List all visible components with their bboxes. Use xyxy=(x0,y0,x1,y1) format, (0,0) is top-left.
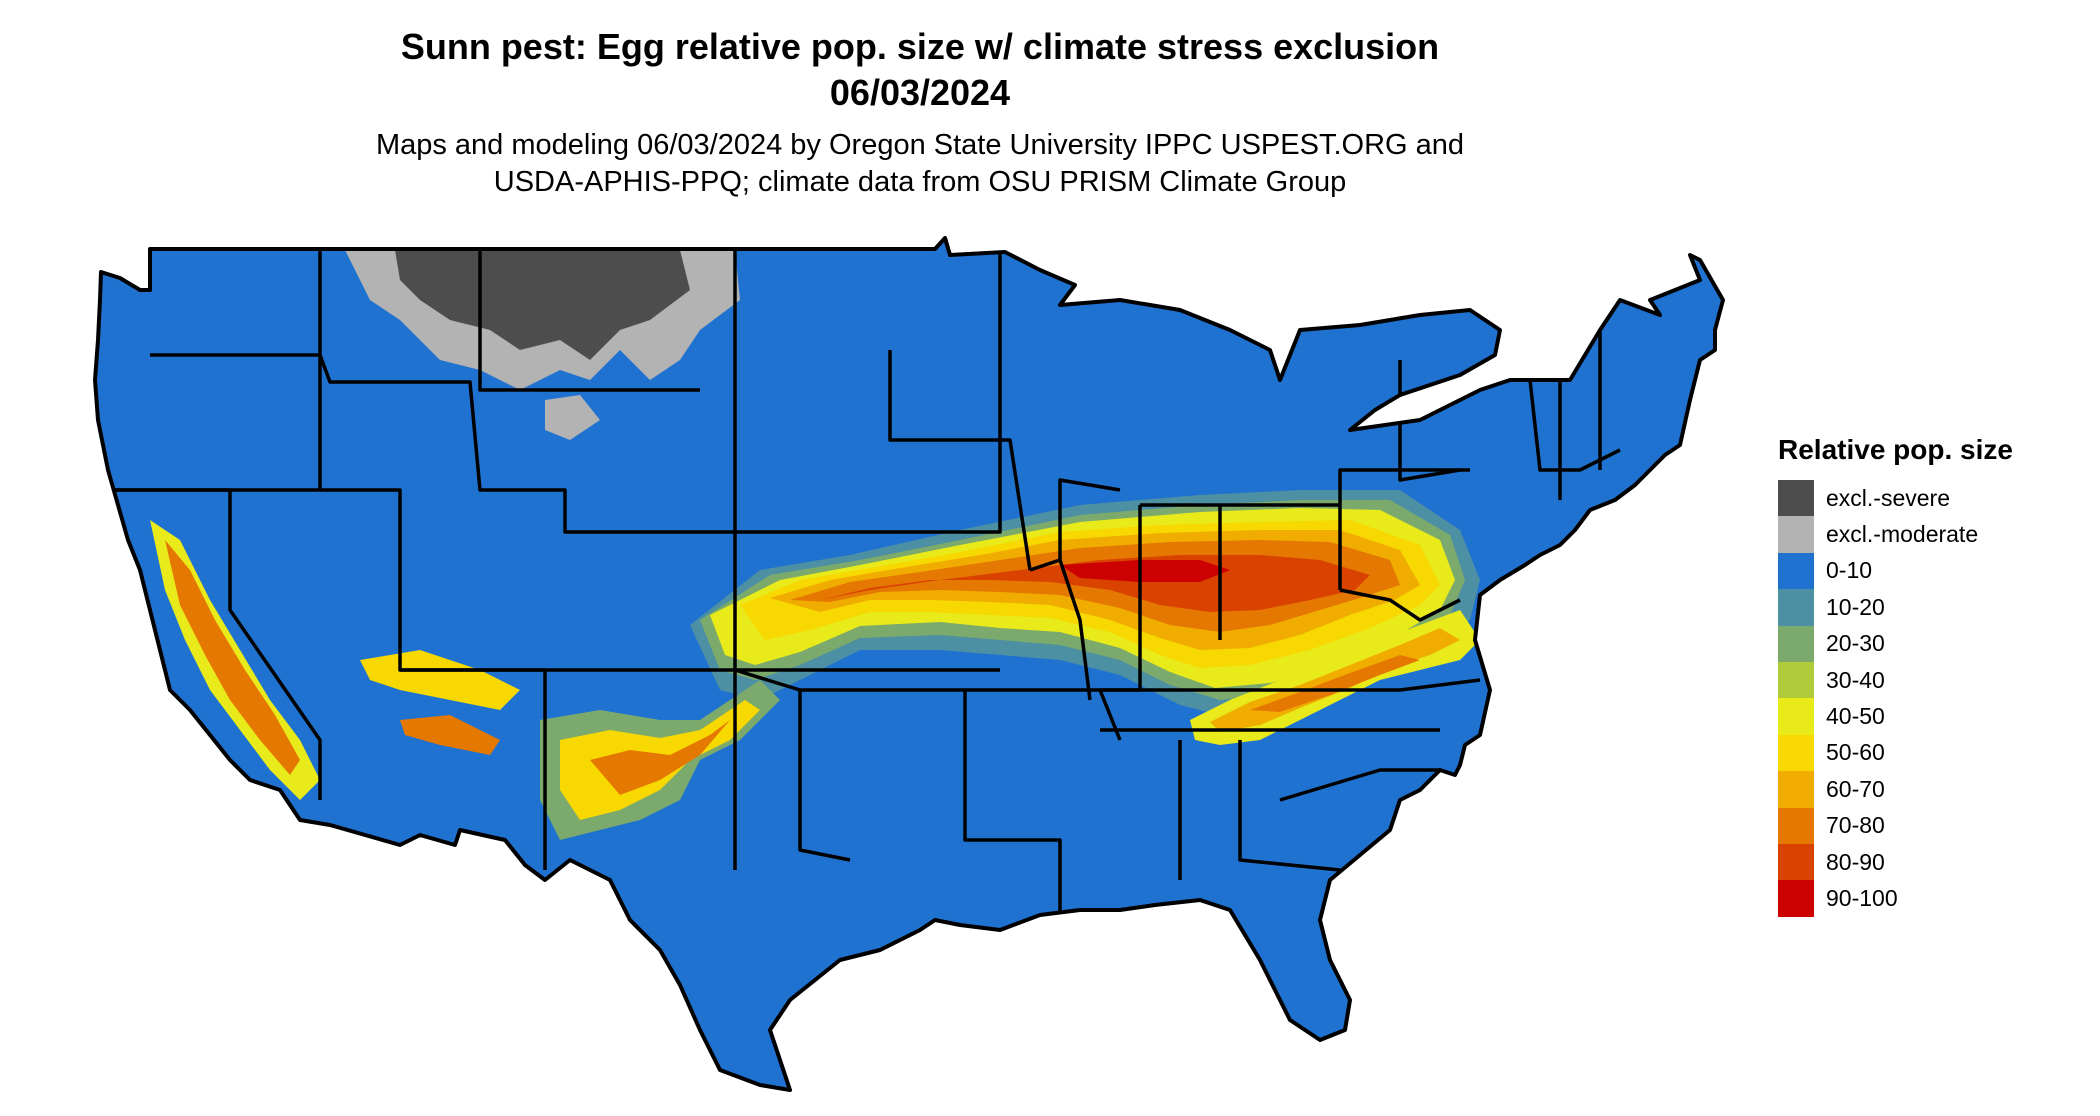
legend-swatch xyxy=(1778,698,1814,735)
map-credit-line1: Maps and modeling 06/03/2024 by Oregon S… xyxy=(375,129,1465,161)
legend-item: 60-70 xyxy=(1778,771,2013,808)
legend-label: 30-40 xyxy=(1826,666,1885,693)
legend-swatch xyxy=(1778,843,1814,881)
legend-swatch xyxy=(1778,880,1814,917)
legend-label: 0-10 xyxy=(1826,557,1873,584)
legend-swatch xyxy=(1778,516,1814,553)
legend-item: 80-90 xyxy=(1778,843,2013,881)
legend-label: 80-90 xyxy=(1826,848,1885,875)
legend-swatch xyxy=(1778,480,1814,517)
legend-item: 40-50 xyxy=(1778,698,2013,735)
legend-item: 0-10 xyxy=(1778,552,2013,590)
legend-item: 20-30 xyxy=(1778,625,2013,662)
legend-label: excl.-moderate xyxy=(1826,521,1979,548)
legend-swatch xyxy=(1778,661,1814,699)
legend-swatch xyxy=(1778,771,1814,808)
legend-swatch xyxy=(1778,589,1814,626)
legend-item: 70-80 xyxy=(1778,807,2013,844)
legend-swatch xyxy=(1778,625,1814,662)
legend-swatch xyxy=(1778,552,1814,590)
legend-swatch xyxy=(1778,734,1814,772)
legend-item: 30-40 xyxy=(1778,661,2013,699)
legend-label: 90-100 xyxy=(1826,884,1898,911)
legend-label: 70-80 xyxy=(1826,812,1885,839)
map-credit-line2: USDA-APHIS-PPQ; climate data from OSU PR… xyxy=(493,166,1347,198)
legend-label: 50-60 xyxy=(1826,739,1885,766)
legend-label: 40-50 xyxy=(1826,703,1885,730)
legend-label: 10-20 xyxy=(1826,593,1885,620)
legend-label: 20-30 xyxy=(1826,630,1885,657)
legend-item: 50-60 xyxy=(1778,734,2013,772)
legend-item: excl.-moderate xyxy=(1778,516,2013,553)
legend-swatch xyxy=(1778,807,1814,844)
map-date: 06/03/2024 xyxy=(829,72,1011,113)
legend-label: excl.-severe xyxy=(1826,484,1950,511)
legend: Relative pop. size excl.-severe excl.-mod… xyxy=(1778,434,2013,917)
legend-item: 90-100 xyxy=(1778,880,2013,917)
legend-item: 10-20 xyxy=(1778,589,2013,626)
legend-label: 60-70 xyxy=(1826,775,1885,802)
legend-items: excl.-severe excl.-moderate 0-10 10-20 20-30… xyxy=(1778,480,2013,917)
legend-item: excl.-severe xyxy=(1778,480,2013,517)
map-title: Sunn pest: Egg relative pop. size w/ cli… xyxy=(400,26,1440,67)
legend-title: Relative pop. size xyxy=(1778,434,2013,465)
